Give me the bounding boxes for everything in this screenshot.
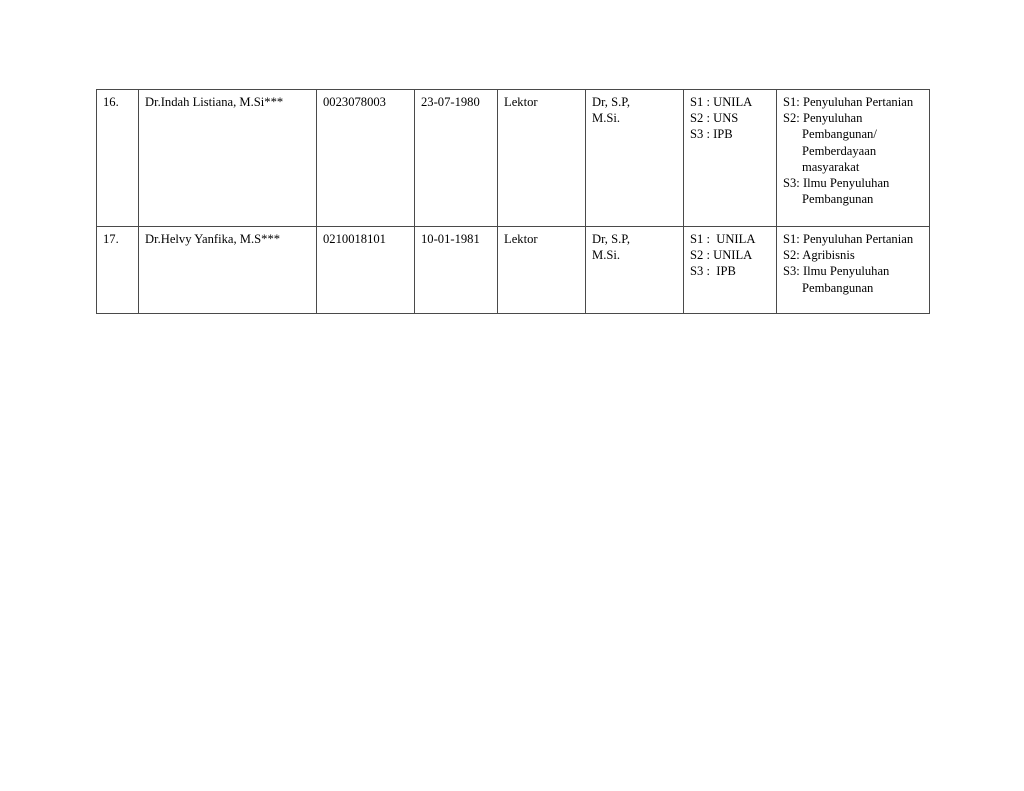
- field-of-study-line: S1: Penyuluhan Pertanian: [783, 232, 914, 246]
- degree-list: Dr, S.P, M.Si.: [592, 94, 678, 126]
- field-of-study-line: S1: Penyuluhan Pertanian: [783, 95, 914, 109]
- nidn-cell: 0210018101: [316, 226, 415, 314]
- degree-line: Dr, S.P,: [592, 232, 630, 246]
- institution-list: S1 : UNILA S2 : UNS S3 : IPB: [690, 94, 771, 143]
- field-of-study-line: S3: Ilmu Penyuluhan Pembangunan: [783, 264, 893, 295]
- academic-rank-cell: Lektor: [497, 89, 586, 227]
- row-number-cell: 16.: [96, 89, 139, 227]
- birthdate-cell: 23-07-1980: [414, 89, 498, 227]
- lecturer-data-table: 16. Dr.Indah Listiana, M.Si*** 002307800…: [96, 89, 930, 314]
- degree-line: M.Si.: [592, 111, 620, 126]
- field-of-study-line: S2: Penyuluhan Pembangunan/ Pemberdayaan…: [783, 111, 881, 174]
- institution-list: S1 : UNILA S2 : UNILA S3 : IPB: [690, 231, 771, 280]
- degree-list: Dr, S.P, M.Si.: [592, 231, 678, 263]
- institution-cell: S1 : UNILA S2 : UNILA S3 : IPB: [683, 226, 777, 314]
- field-of-study-list: S1: Penyuluhan Pertanian S2: Penyuluhan …: [783, 94, 924, 208]
- degree-line: Dr, S.P,: [592, 95, 630, 109]
- field-of-study-cell: S1: Penyuluhan Pertanian S2: Agribisnis …: [776, 226, 930, 314]
- nidn-cell: 0023078003: [316, 89, 415, 227]
- institution-line: S1 : UNILA: [690, 95, 753, 109]
- lecturer-name-cell: Dr.Helvy Yanfika, M.S***: [138, 226, 317, 314]
- birthdate-cell: 10-01-1981: [414, 226, 498, 314]
- table-row: 16. Dr.Indah Listiana, M.Si*** 002307800…: [96, 89, 930, 227]
- institution-line: S3 : IPB: [690, 127, 733, 142]
- field-of-study-line: S3: Ilmu Penyuluhan Pembangunan: [783, 176, 893, 207]
- academic-rank-cell: Lektor: [497, 226, 586, 314]
- field-of-study-cell: S1: Penyuluhan Pertanian S2: Penyuluhan …: [776, 89, 930, 227]
- degree-cell: Dr, S.P, M.Si.: [585, 89, 684, 227]
- institution-cell: S1 : UNILA S2 : UNS S3 : IPB: [683, 89, 777, 227]
- field-of-study-line: S2: Agribisnis: [783, 248, 855, 263]
- table-row: 17. Dr.Helvy Yanfika, M.S*** 0210018101 …: [96, 226, 930, 314]
- institution-line: S2 : UNILA: [690, 248, 753, 263]
- field-of-study-list: S1: Penyuluhan Pertanian S2: Agribisnis …: [783, 231, 924, 296]
- degree-line: M.Si.: [592, 248, 620, 263]
- degree-cell: Dr, S.P, M.Si.: [585, 226, 684, 314]
- institution-line: S2 : UNS: [690, 111, 739, 126]
- lecturer-table-container: 16. Dr.Indah Listiana, M.Si*** 002307800…: [96, 89, 930, 314]
- institution-line: S1 : UNILA: [690, 232, 756, 246]
- lecturer-name-cell: Dr.Indah Listiana, M.Si***: [138, 89, 317, 227]
- table-body: 16. Dr.Indah Listiana, M.Si*** 002307800…: [96, 89, 930, 314]
- institution-line: S3 : IPB: [690, 264, 736, 279]
- row-number-cell: 17.: [96, 226, 139, 314]
